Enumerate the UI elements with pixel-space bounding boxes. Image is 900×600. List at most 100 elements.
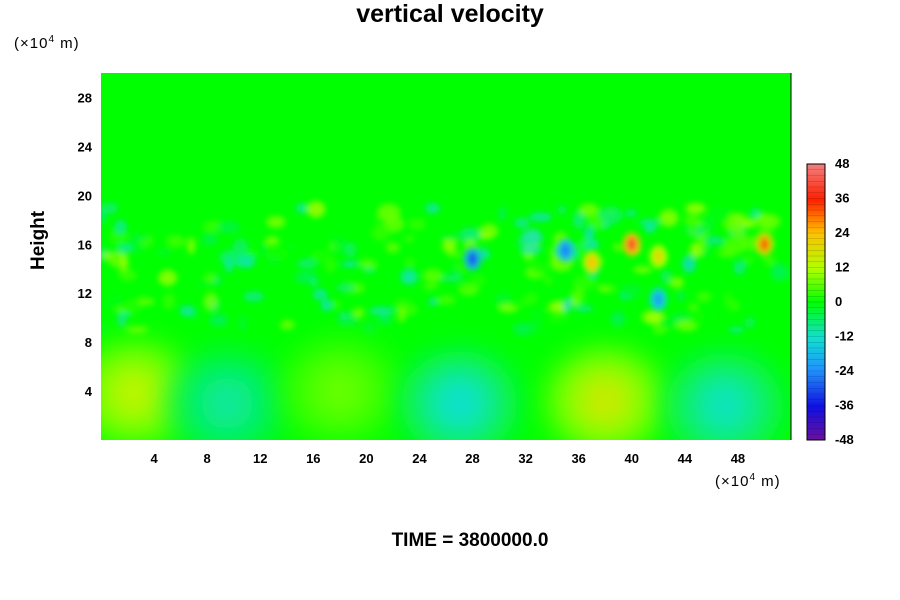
- texture-cell: [446, 251, 466, 259]
- texture-cell: [243, 291, 264, 302]
- texture-cell: [755, 212, 772, 226]
- texture-cell: [120, 253, 129, 272]
- texture-cell: [598, 285, 607, 292]
- texture-cell: [528, 308, 547, 317]
- texture-cell: [352, 307, 365, 318]
- colorbar-gradient: [807, 164, 825, 440]
- y-tick-label: 16: [78, 237, 92, 252]
- texture-cell: [652, 325, 667, 334]
- texture-cell: [313, 288, 327, 301]
- texture-cell: [336, 283, 355, 292]
- texture-cell: [529, 316, 542, 335]
- texture-cell: [422, 283, 439, 290]
- texture-cell: [524, 292, 538, 305]
- velocity-feature: [582, 250, 601, 275]
- texture-cell: [216, 221, 241, 234]
- x-tick-label: 20: [359, 451, 373, 466]
- texture-cell: [362, 320, 377, 337]
- colorbar-border: [806, 163, 826, 441]
- texture-cell: [331, 299, 341, 310]
- colorbar-tick-label: 0: [835, 294, 842, 309]
- texture-cell: [661, 269, 671, 284]
- velocity-features: [101, 232, 783, 440]
- texture-cell: [103, 295, 127, 309]
- texture-cell: [723, 291, 733, 309]
- texture-cell: [578, 203, 598, 217]
- texture-cell: [498, 206, 507, 221]
- texture-cell: [529, 212, 552, 222]
- texture-cell: [359, 258, 376, 270]
- texture-cell: [344, 242, 357, 258]
- texture-cell: [440, 275, 464, 282]
- x-unit-label: (×104 m): [715, 472, 781, 490]
- texture-cell: [297, 258, 317, 269]
- y-tick-label: 12: [78, 286, 92, 301]
- feature-core: [200, 377, 254, 430]
- texture-cell: [574, 305, 593, 312]
- texture-cell: [219, 249, 242, 266]
- feature-core: [654, 292, 663, 307]
- texture-cell: [697, 237, 707, 252]
- texture-cell: [117, 313, 126, 327]
- texture-cell: [400, 269, 418, 285]
- feature-core: [760, 237, 769, 252]
- texture-cell: [459, 227, 481, 243]
- texture-cell: [519, 246, 543, 254]
- y-tick-label: 28: [78, 90, 92, 105]
- texture-cell: [659, 209, 679, 227]
- texture-cell: [675, 292, 686, 301]
- texture-cell: [341, 261, 359, 268]
- texture-cell: [700, 216, 715, 235]
- texture-cell: [516, 237, 539, 246]
- y-tick-label: 8: [85, 335, 92, 350]
- texture-cell: [224, 257, 234, 273]
- texture-cell: [377, 203, 401, 221]
- texture-cell: [286, 243, 295, 251]
- texture-cell: [158, 269, 177, 286]
- texture-cell: [709, 205, 732, 224]
- texture-cell: [696, 291, 712, 303]
- texture-cell: [157, 318, 168, 328]
- texture-cell: [685, 202, 706, 214]
- texture-cell: [479, 223, 499, 239]
- y-tick-label: 20: [78, 188, 92, 203]
- feature-core: [579, 374, 632, 427]
- velocity-feature: [755, 232, 774, 256]
- texture-cell: [742, 255, 754, 265]
- texture-cell: [265, 236, 280, 246]
- texture-cell: [442, 238, 457, 253]
- texture-cell: [687, 302, 699, 311]
- texture-cell: [405, 258, 415, 267]
- texture-cell: [244, 249, 260, 256]
- texture-cell: [610, 311, 626, 327]
- texture-cell: [114, 220, 127, 235]
- chart-title: vertical velocity: [356, 0, 544, 28]
- texture-cell: [296, 203, 307, 214]
- texture-cell: [371, 225, 391, 241]
- feature-core: [561, 243, 570, 258]
- texture-cell: [440, 234, 461, 241]
- time-label: TIME = 3800000.0: [391, 530, 549, 551]
- texture-cell: [706, 237, 724, 244]
- texture-cell: [771, 263, 788, 280]
- texture-cell: [310, 250, 329, 263]
- texture-cell: [162, 292, 176, 310]
- x-tick-label: 16: [306, 451, 320, 466]
- texture-cell: [330, 235, 346, 254]
- x-tick-label: 4: [150, 451, 158, 466]
- texture-cell: [128, 293, 145, 301]
- texture-cell: [458, 283, 479, 296]
- texture-cell: [599, 206, 623, 224]
- velocity-feature: [463, 247, 482, 271]
- velocity-feature: [666, 353, 783, 440]
- texture-cell: [744, 317, 756, 328]
- y-unit-label: (×104 m): [14, 34, 80, 52]
- texture-cell: [682, 255, 696, 273]
- feature-core: [627, 237, 636, 252]
- velocity-feature: [401, 351, 518, 440]
- texture-cell: [571, 286, 585, 304]
- texture-cell: [324, 256, 337, 274]
- texture-cell: [531, 261, 547, 275]
- texture-cell: [563, 298, 572, 313]
